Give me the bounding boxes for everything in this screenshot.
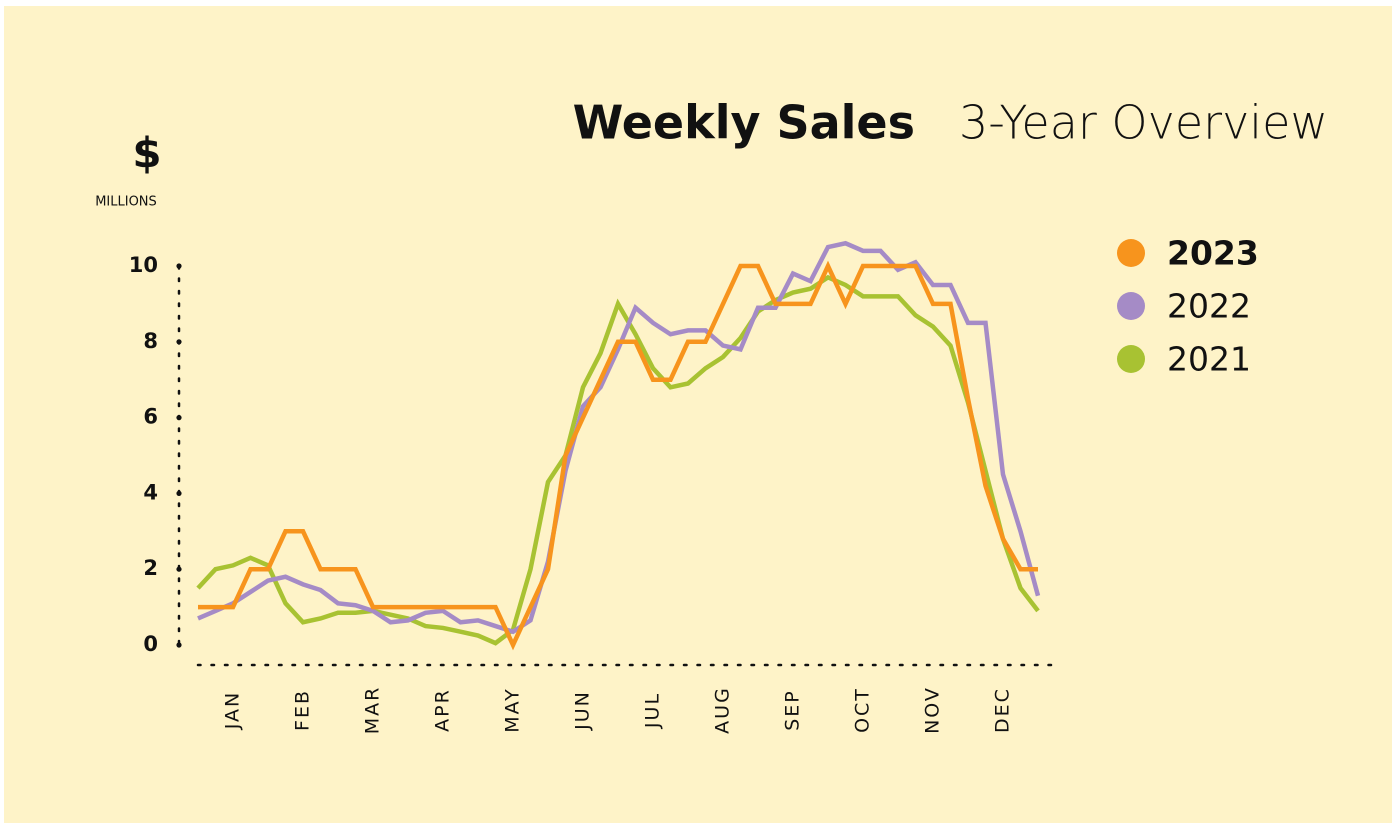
background — [4, 6, 1392, 823]
line-series — [198, 260, 1038, 651]
y-tick-mark — [176, 339, 182, 345]
y-tick-label: 10 — [129, 253, 158, 277]
legend-marker — [1117, 345, 1145, 373]
x-tick-label: SEP — [782, 689, 804, 731]
line-series — [196, 274, 1040, 646]
legend-label: 2021 — [1167, 340, 1251, 379]
y-tick-label: 2 — [143, 556, 158, 580]
x-tick-label: JUL — [642, 692, 664, 729]
y-axis-unit: MILLIONS — [95, 195, 157, 210]
y-tick-label: 8 — [143, 329, 158, 353]
y-tick-label: 4 — [143, 480, 158, 504]
y-tick-mark — [176, 415, 182, 421]
legend-label: 2023 — [1167, 234, 1259, 273]
line-series — [197, 240, 1041, 635]
x-tick-label: DEC — [992, 687, 1014, 733]
x-tick-label: MAR — [362, 686, 384, 735]
y-tick-mark — [176, 566, 182, 572]
y-tick-mark — [176, 490, 182, 496]
legend-marker — [1117, 292, 1145, 320]
x-tick-label: APR — [432, 688, 454, 732]
chart-subtitle: 3-Year Overview — [959, 96, 1328, 150]
y-tick-mark — [176, 263, 182, 269]
x-tick-label: OCT — [852, 687, 874, 733]
x-tick-label: JUN — [572, 690, 594, 731]
x-tick-label: JAN — [222, 691, 244, 730]
y-axis-label: $ — [132, 129, 161, 178]
x-tick-label: FEB — [292, 689, 314, 731]
y-tick-label: 6 — [143, 405, 158, 429]
legend-marker — [1117, 239, 1145, 267]
chart-title: Weekly Sales — [573, 96, 915, 150]
x-tick-label: AUG — [712, 686, 734, 734]
y-tick-mark — [176, 642, 182, 648]
y-tick-label: 0 — [143, 632, 158, 656]
x-tick-label: MAY — [502, 687, 524, 733]
x-tick-label: NOV — [922, 686, 944, 734]
legend-label: 2022 — [1167, 287, 1251, 326]
